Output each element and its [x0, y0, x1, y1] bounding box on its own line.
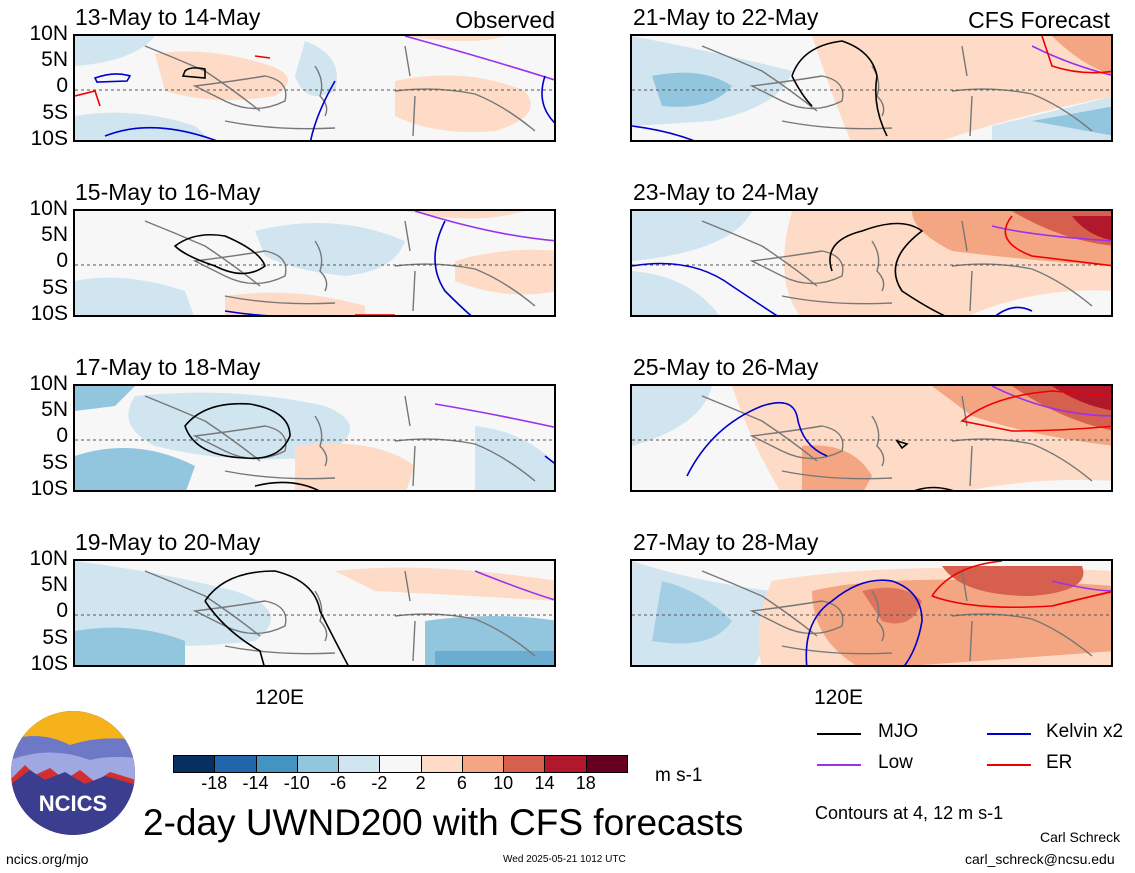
map-panel-8	[630, 559, 1113, 667]
panel-title-2: 15-May to 16-May	[75, 179, 261, 205]
lat-label: 5N	[41, 573, 68, 596]
lat-label: 5S	[42, 626, 68, 649]
footer-url: ncics.org/mjo	[6, 851, 89, 867]
colorbar-tick-label: 2	[415, 773, 426, 793]
colorbar-swatch	[255, 755, 298, 773]
lon-label-right: 120E	[814, 686, 864, 709]
colorbar-swatch	[503, 755, 546, 773]
observed-label: Observed	[455, 7, 555, 33]
lat-label: 10S	[30, 127, 68, 150]
legend-label-mjo: MJO	[878, 721, 919, 742]
lat-label: 10N	[29, 547, 68, 570]
colorbar-ticks: -18 -14 -10 -6 -2 2 6 10 14 18	[173, 773, 627, 797]
colorbar-swatch	[379, 755, 422, 773]
colorbar-tick-label: -6	[330, 773, 347, 793]
colorbar-tick-label: 10	[493, 773, 514, 793]
legend-label-er: ER	[1046, 752, 1073, 773]
lat-label: 5N	[41, 48, 68, 71]
ncics-logo: NCICS	[10, 710, 136, 836]
colorbar-tick-label: -14	[242, 773, 269, 793]
colorbar-unit: m s-1	[655, 765, 703, 786]
lat-label: 5N	[41, 398, 68, 421]
colorbar-tick-label: -18	[201, 773, 228, 793]
colorbar-swatch	[173, 755, 216, 773]
lon-label-left: 120E	[255, 686, 305, 709]
legend-line-er	[987, 764, 1031, 766]
panel-title-7: 25-May to 26-May	[633, 354, 819, 380]
lat-label: 10N	[29, 197, 68, 220]
lat-label: 0	[56, 599, 68, 622]
lat-label: 0	[56, 74, 68, 97]
colorbar-tick-label: -2	[371, 773, 388, 793]
lat-label: 5S	[42, 276, 68, 299]
colorbar-swatch	[544, 755, 587, 773]
colorbar-swatch	[420, 755, 463, 773]
footer-author: Carl Schreck	[1040, 829, 1121, 845]
lat-label: 0	[56, 249, 68, 272]
logo-text: NCICS	[39, 791, 107, 816]
panel-title-4: 19-May to 20-May	[75, 529, 261, 555]
legend-label-kelvin: Kelvin x2	[1046, 721, 1124, 742]
footer-email: carl_schreck@ncsu.edu	[965, 851, 1115, 867]
lat-label: 10S	[30, 477, 68, 500]
colorbar-swatch	[461, 755, 505, 773]
lat-label: 10S	[30, 652, 68, 675]
legend-line-kelvin	[987, 733, 1031, 735]
colorbar-swatch	[214, 755, 257, 773]
lat-label: 5N	[41, 223, 68, 246]
main-title: 2-day UWND200 with CFS forecasts	[143, 802, 744, 843]
panel-title-3: 17-May to 18-May	[75, 354, 261, 380]
legend-line-mjo	[817, 733, 861, 735]
panel-title-6: 23-May to 24-May	[633, 179, 819, 205]
map-panel-5	[630, 34, 1113, 142]
legend-line-low	[817, 764, 861, 766]
lat-label: 10S	[30, 302, 68, 325]
map-panel-3	[73, 384, 556, 492]
lat-label: 10N	[29, 372, 68, 395]
lat-label: 10N	[29, 22, 68, 45]
lat-label: 5S	[42, 451, 68, 474]
panel-title-8: 27-May to 28-May	[633, 529, 819, 555]
map-panel-2	[73, 209, 556, 317]
map-panel-4	[73, 559, 556, 667]
lat-label: 5S	[42, 101, 68, 124]
footer-timestamp: Wed 2025-05-21 1012 UTC	[503, 854, 626, 865]
cfs-forecast-label: CFS Forecast	[968, 7, 1110, 33]
lat-label: 0	[56, 424, 68, 447]
map-panel-7	[630, 384, 1113, 492]
map-panel-1	[73, 34, 556, 142]
colorbar-tick-label: 18	[575, 773, 596, 793]
panel-title-5: 21-May to 22-May	[633, 4, 819, 30]
panel-title-1: 13-May to 14-May	[75, 4, 261, 30]
colorbar-tick-label: 14	[534, 773, 555, 793]
colorbar	[173, 755, 628, 773]
legend-label-low: Low	[878, 752, 913, 773]
colorbar-tick-label: -10	[283, 773, 310, 793]
contour-note: Contours at 4, 12 m s-1	[815, 803, 1004, 823]
map-panel-6	[630, 209, 1113, 317]
colorbar-tick-label: 6	[456, 773, 467, 793]
colorbar-swatch	[338, 755, 381, 773]
colorbar-swatch	[296, 755, 340, 773]
colorbar-swatch	[585, 755, 628, 773]
